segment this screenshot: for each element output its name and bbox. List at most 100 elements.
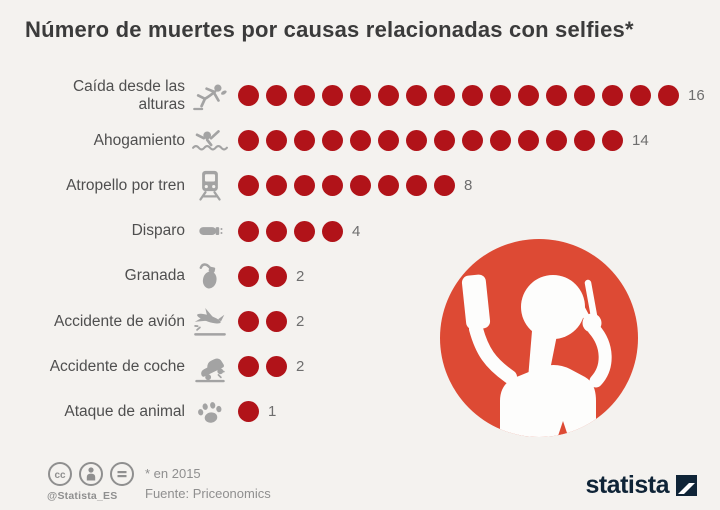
death-dot (238, 311, 259, 333)
death-dot (294, 130, 315, 152)
value-label: 2 (296, 358, 305, 376)
chart-row: Ataque de animal 1 (25, 389, 705, 434)
license-block: cc @Stati (47, 461, 145, 502)
death-dot (406, 175, 427, 197)
death-dot (518, 85, 539, 107)
chart-row: Caída desde las alturas 16 (25, 73, 705, 118)
svg-text:cc: cc (54, 470, 66, 481)
death-dot (434, 175, 455, 197)
death-dot (462, 130, 483, 152)
death-dot (238, 265, 259, 287)
death-dot (266, 85, 287, 107)
plane-crash-icon (185, 304, 235, 340)
drowning-person-icon (185, 123, 235, 159)
category-label: Ahogamiento (93, 131, 185, 149)
value-label: 8 (464, 177, 473, 195)
death-dot (490, 85, 511, 107)
death-dot (238, 130, 259, 152)
death-dot (238, 220, 259, 242)
category-label: Atropello por tren (66, 176, 185, 194)
chart-row: Accidente de coche 2 (25, 344, 705, 389)
dot-group (238, 401, 259, 423)
animal-paw-icon (185, 394, 235, 430)
value-label: 1 (268, 403, 277, 421)
death-dot (434, 130, 455, 152)
peace-sign-fingers (568, 279, 598, 322)
death-dot (322, 220, 343, 242)
chart-row: Ahogamiento 14 (25, 118, 705, 163)
death-dot (602, 85, 623, 107)
dot-group (238, 175, 455, 197)
head (521, 275, 585, 339)
death-dot (574, 130, 595, 152)
footnote-year: * en 2015 (145, 466, 201, 481)
footnotes: * en 2015 Fuente: Priceonomics (145, 461, 271, 504)
death-dot (462, 85, 483, 107)
chart-row: Disparo 4 (25, 209, 705, 254)
statista-handle: @Statista_ES (47, 490, 118, 502)
chart-row: Atropello por tren 8 (25, 163, 705, 208)
phone (461, 274, 491, 330)
chart-row: Accidente de avión 2 (25, 299, 705, 344)
death-dot (266, 311, 287, 333)
death-dot (350, 175, 371, 197)
cc-icon: cc (47, 461, 73, 487)
footer: cc @Stati (47, 461, 697, 504)
value-label: 14 (632, 132, 649, 150)
train-icon (185, 168, 235, 204)
bullet-icon (185, 213, 235, 249)
category-label: Disparo (131, 222, 185, 240)
death-dot (350, 85, 371, 107)
dot-group (238, 356, 287, 378)
category-label: Granada (124, 267, 185, 285)
death-dot (658, 85, 679, 107)
grenade-icon (185, 258, 235, 294)
statista-wordmark: statista (585, 471, 669, 499)
dot-group (238, 130, 623, 152)
death-dot (266, 220, 287, 242)
value-label: 2 (296, 313, 305, 331)
death-dot (574, 85, 595, 107)
statista-logo: statista (585, 471, 697, 500)
death-dot (238, 85, 259, 107)
death-dot (490, 130, 511, 152)
dot-group (238, 311, 287, 333)
death-dot (630, 85, 651, 107)
death-dot (266, 130, 287, 152)
death-dot (406, 85, 427, 107)
death-dot (238, 356, 259, 378)
death-dot (294, 85, 315, 107)
death-dot (294, 175, 315, 197)
death-dot (294, 220, 315, 242)
category-label: Accidente de coche (49, 357, 185, 375)
dot-group (238, 265, 287, 287)
death-dot (546, 85, 567, 107)
statista-logo-mark (676, 475, 697, 496)
cc-by-icon (78, 461, 104, 487)
death-dot (546, 130, 567, 152)
death-dot (434, 85, 455, 107)
dot-group (238, 85, 679, 107)
death-dot (518, 130, 539, 152)
cc-nd-icon (109, 461, 135, 487)
death-dot (602, 130, 623, 152)
death-dot (378, 85, 399, 107)
death-dot (266, 175, 287, 197)
death-dot (378, 175, 399, 197)
value-label: 16 (688, 87, 705, 105)
value-label: 2 (296, 267, 305, 285)
death-dot (238, 175, 259, 197)
death-dot (378, 130, 399, 152)
chart-rows: Caída desde las alturas 16 Ahogamiento 1… (25, 73, 705, 435)
death-dot (322, 85, 343, 107)
category-label: Accidente de avión (54, 312, 185, 330)
car-crash-icon (185, 349, 235, 385)
falling-person-icon (185, 78, 235, 114)
dot-group (238, 220, 343, 242)
death-dot (322, 130, 343, 152)
death-dot (322, 175, 343, 197)
death-dot (238, 401, 259, 423)
category-label: Ataque de animal (64, 402, 185, 420)
death-dot (350, 130, 371, 152)
